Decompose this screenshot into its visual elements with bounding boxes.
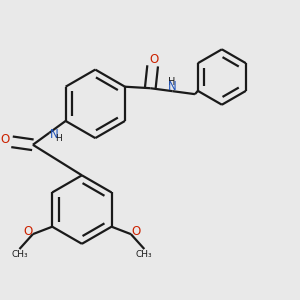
Text: O: O bbox=[149, 53, 159, 66]
Text: N: N bbox=[50, 128, 59, 141]
Text: CH₃: CH₃ bbox=[136, 250, 153, 259]
Text: H: H bbox=[56, 134, 62, 143]
Text: O: O bbox=[1, 133, 10, 146]
Text: CH₃: CH₃ bbox=[11, 250, 28, 259]
Text: O: O bbox=[132, 225, 141, 238]
Text: O: O bbox=[23, 225, 32, 238]
Text: N: N bbox=[168, 80, 177, 93]
Text: H: H bbox=[168, 76, 176, 87]
